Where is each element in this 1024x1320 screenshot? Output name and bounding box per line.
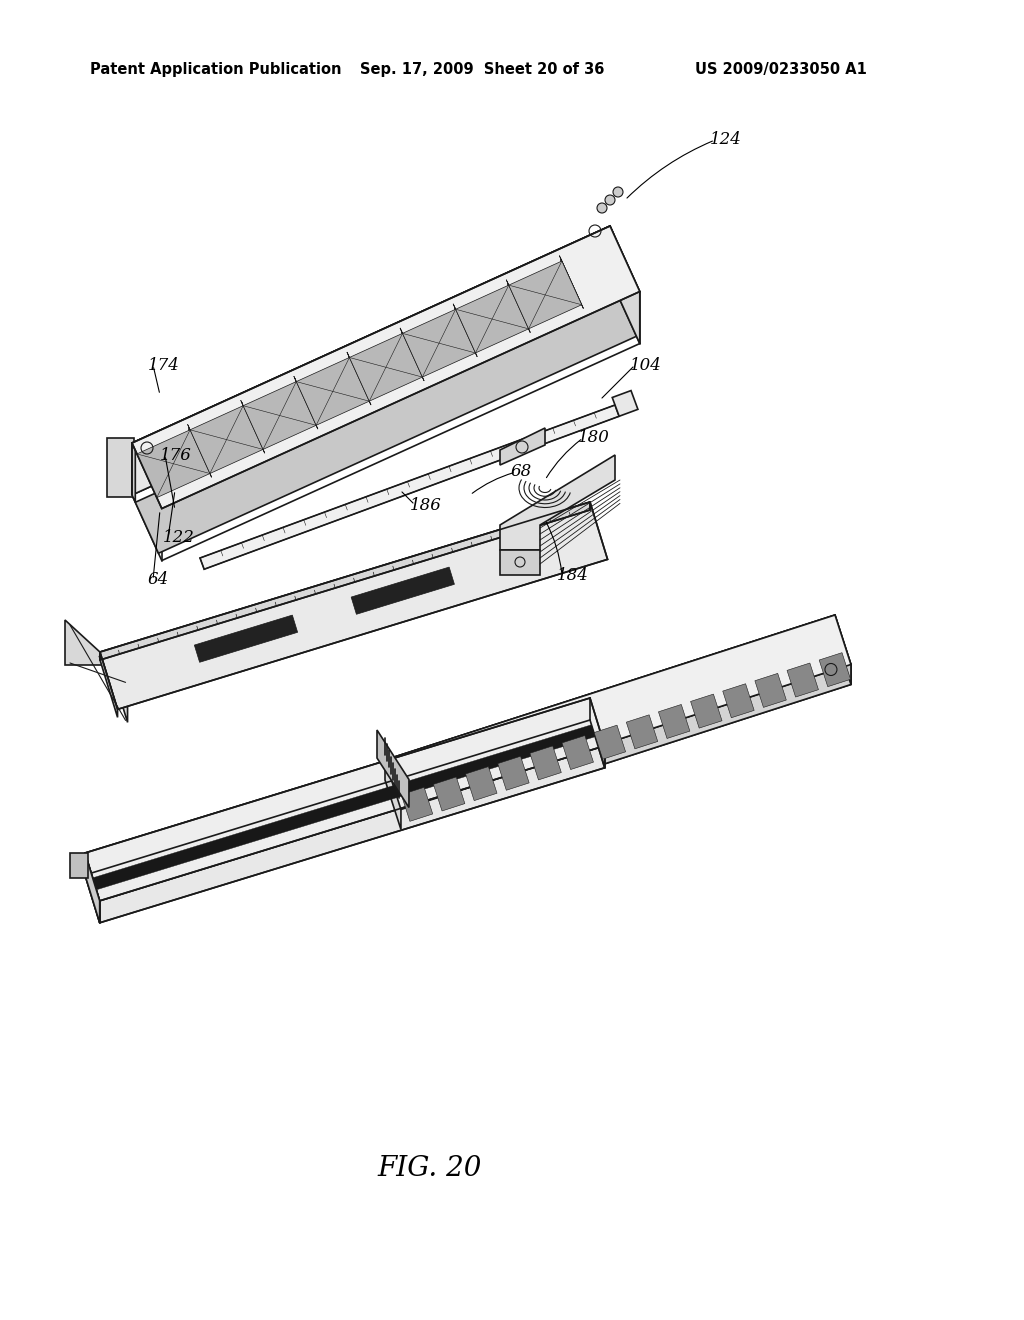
Polygon shape xyxy=(509,261,582,329)
Polygon shape xyxy=(135,285,637,553)
Text: Patent Application Publication: Patent Application Publication xyxy=(90,62,341,77)
Polygon shape xyxy=(500,428,545,465)
Polygon shape xyxy=(787,663,818,697)
Text: 180: 180 xyxy=(578,429,610,446)
Polygon shape xyxy=(70,853,88,878)
Polygon shape xyxy=(612,391,638,416)
Polygon shape xyxy=(349,334,422,401)
Polygon shape xyxy=(132,226,610,495)
Polygon shape xyxy=(100,502,607,709)
Polygon shape xyxy=(85,698,590,875)
Text: 176: 176 xyxy=(160,446,191,463)
Polygon shape xyxy=(562,735,594,770)
Polygon shape xyxy=(100,652,118,717)
Text: 68: 68 xyxy=(511,463,532,480)
Polygon shape xyxy=(466,767,497,801)
Polygon shape xyxy=(594,725,626,759)
Polygon shape xyxy=(400,327,424,380)
Polygon shape xyxy=(351,568,455,614)
Polygon shape xyxy=(401,664,851,829)
Circle shape xyxy=(613,187,623,197)
Text: Sep. 17, 2009  Sheet 20 of 36: Sep. 17, 2009 Sheet 20 of 36 xyxy=(360,62,604,77)
Polygon shape xyxy=(65,620,128,722)
Polygon shape xyxy=(723,684,754,718)
Polygon shape xyxy=(132,226,613,450)
Polygon shape xyxy=(610,226,640,343)
Polygon shape xyxy=(200,405,620,569)
Polygon shape xyxy=(498,756,529,791)
Text: 124: 124 xyxy=(710,132,741,149)
Polygon shape xyxy=(100,502,590,660)
Polygon shape xyxy=(85,853,99,923)
Polygon shape xyxy=(106,438,134,498)
Polygon shape xyxy=(137,430,210,498)
Polygon shape xyxy=(402,309,475,378)
Polygon shape xyxy=(529,746,561,780)
Polygon shape xyxy=(819,652,851,686)
Polygon shape xyxy=(190,405,263,474)
Polygon shape xyxy=(433,777,465,810)
Polygon shape xyxy=(85,853,99,923)
Polygon shape xyxy=(377,730,409,808)
Text: 64: 64 xyxy=(148,572,169,589)
Circle shape xyxy=(597,203,607,213)
Polygon shape xyxy=(132,444,135,503)
Text: FIG. 20: FIG. 20 xyxy=(378,1155,482,1181)
Polygon shape xyxy=(99,746,604,923)
Polygon shape xyxy=(690,694,722,729)
Text: 122: 122 xyxy=(163,529,195,546)
Text: 184: 184 xyxy=(557,566,589,583)
Polygon shape xyxy=(500,550,540,576)
Polygon shape xyxy=(294,376,317,429)
Polygon shape xyxy=(506,280,530,333)
Polygon shape xyxy=(627,715,657,748)
Text: 186: 186 xyxy=(410,496,442,513)
Polygon shape xyxy=(590,698,604,768)
Text: 174: 174 xyxy=(148,356,180,374)
Polygon shape xyxy=(385,615,851,809)
Polygon shape xyxy=(132,226,640,508)
Polygon shape xyxy=(755,673,786,708)
Text: 104: 104 xyxy=(630,356,662,374)
Polygon shape xyxy=(296,358,370,425)
Polygon shape xyxy=(347,352,371,405)
Polygon shape xyxy=(456,285,528,352)
Polygon shape xyxy=(86,725,595,892)
Polygon shape xyxy=(85,698,604,900)
Polygon shape xyxy=(187,424,212,477)
Polygon shape xyxy=(559,256,584,309)
Polygon shape xyxy=(385,615,835,780)
Text: US 2009/0233050 A1: US 2009/0233050 A1 xyxy=(695,62,867,77)
Polygon shape xyxy=(195,615,298,663)
Polygon shape xyxy=(454,304,477,356)
Polygon shape xyxy=(401,787,433,821)
Circle shape xyxy=(605,195,615,205)
Polygon shape xyxy=(241,400,264,453)
Polygon shape xyxy=(835,615,851,685)
Polygon shape xyxy=(658,705,690,738)
Polygon shape xyxy=(385,760,401,829)
Polygon shape xyxy=(500,455,615,550)
Polygon shape xyxy=(243,381,316,449)
